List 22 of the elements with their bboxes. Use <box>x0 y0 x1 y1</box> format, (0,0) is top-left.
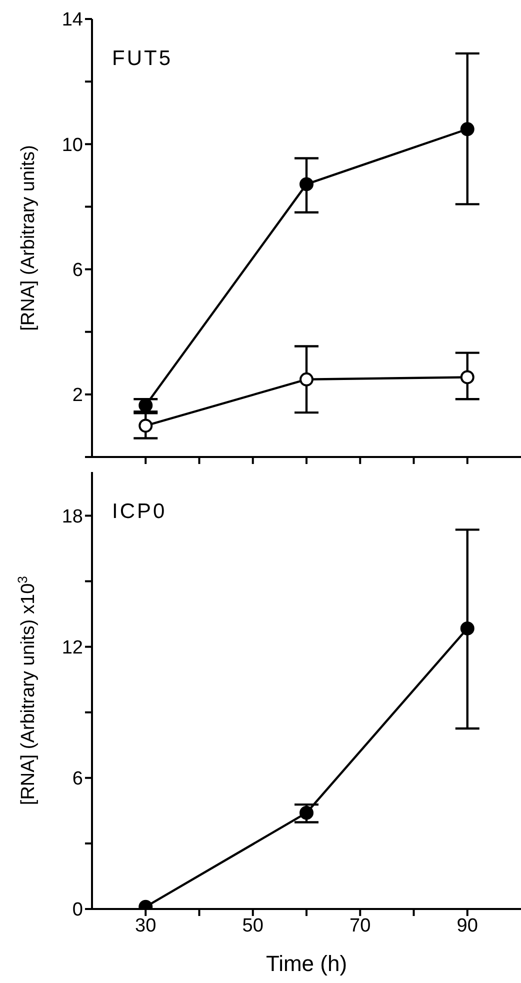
y-tick-label: 18 <box>62 506 83 528</box>
x-tick-label: 90 <box>456 915 478 936</box>
x-tick-label: 30 <box>135 915 156 936</box>
point <box>460 122 474 136</box>
x-tick-label: 50 <box>242 915 264 936</box>
point <box>300 177 314 192</box>
point <box>138 398 153 412</box>
y-tick-label: 6 <box>72 260 83 282</box>
y-tick-label: 0 <box>72 900 83 921</box>
y-tick-label: 12 <box>62 638 83 659</box>
y-tick-label: 10 <box>62 134 83 156</box>
y-tick-label: 2 <box>72 385 83 406</box>
point <box>138 418 153 433</box>
y-axis-title: [RNA] (Arbitrary units) <box>18 145 39 331</box>
x-axis-title: Time (h) <box>266 951 348 976</box>
text: ICP0 <box>112 500 167 524</box>
y-tick-label: 6 <box>72 768 83 790</box>
x-tick-label: 70 <box>350 915 371 936</box>
point <box>460 370 474 384</box>
text: FUT5 <box>112 47 172 71</box>
point <box>300 372 314 386</box>
y-tick-label: 14 <box>62 10 84 31</box>
